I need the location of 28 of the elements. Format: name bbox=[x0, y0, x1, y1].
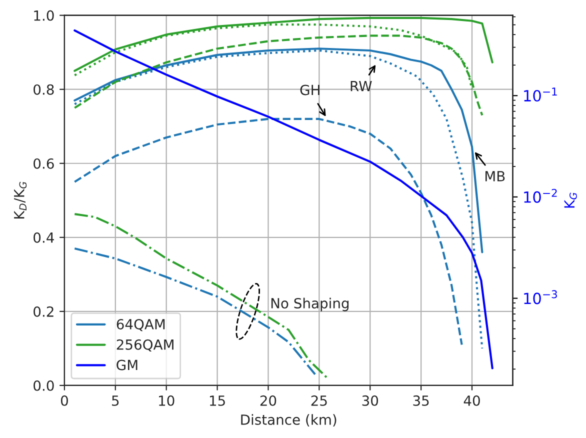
x-tick-label: 35 bbox=[413, 395, 429, 406]
x-tick-label: 40 bbox=[464, 395, 480, 406]
y2-tick-label: 10$^{−2}$ bbox=[524, 188, 557, 203]
legend-label: 64QAM bbox=[116, 318, 165, 332]
x-axis-title: Distance (km) bbox=[241, 414, 336, 427]
x-tick-label: 20 bbox=[260, 395, 276, 406]
x-tick-label: 30 bbox=[362, 395, 378, 406]
x-tick-label: 15 bbox=[210, 396, 225, 406]
x-tick-label: 5 bbox=[112, 396, 119, 406]
legend-label: 256QAM bbox=[116, 339, 174, 352]
y-tick-label: 1.0 bbox=[34, 10, 54, 21]
y2-tick-label: 10$^{−1}$ bbox=[524, 88, 557, 102]
annotation: No Shaping bbox=[271, 298, 349, 312]
y-tick-label: 0.0 bbox=[34, 380, 54, 391]
y2-tick-label: 10$^{−3}$ bbox=[524, 290, 557, 304]
y-tick-label: 0.8 bbox=[34, 84, 54, 95]
x-tick-label: 10 bbox=[159, 395, 174, 406]
y-tick-label: 0.6 bbox=[34, 158, 54, 169]
y2-axis-title: K$_{G}$ bbox=[564, 192, 577, 208]
y-tick-label: 0.2 bbox=[34, 306, 54, 317]
annotation: RW bbox=[350, 81, 372, 92]
y-axis-title: K$_{D}$/K$_{G}$ bbox=[14, 182, 27, 219]
x-tick-label: 25 bbox=[311, 395, 327, 406]
annotation: GH bbox=[300, 84, 320, 96]
annotation: MB bbox=[485, 171, 505, 182]
legend-label: GM bbox=[116, 360, 138, 370]
y-tick-label: 0.4 bbox=[34, 232, 54, 243]
x-tick-label: 0 bbox=[60, 395, 68, 406]
